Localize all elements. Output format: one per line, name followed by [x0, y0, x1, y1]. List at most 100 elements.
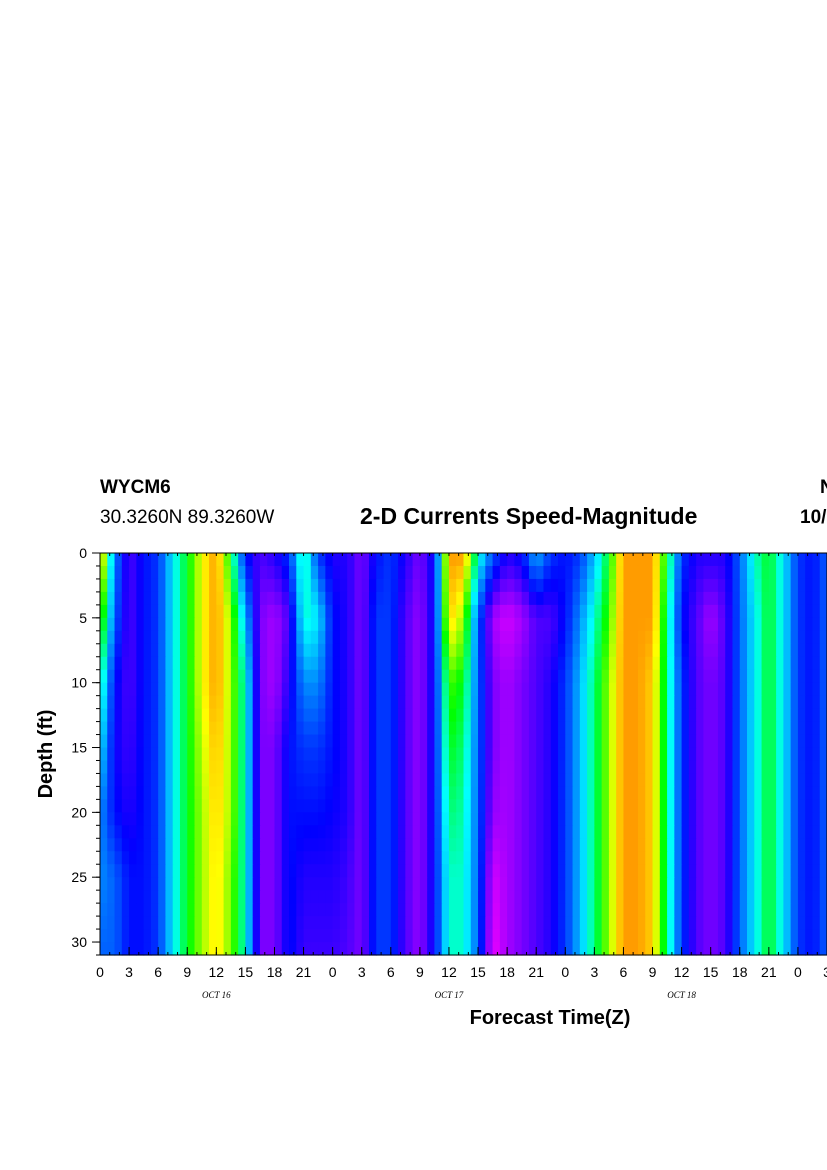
heatmap-cell	[368, 747, 377, 762]
heatmap-cell	[150, 553, 159, 567]
heatmap-cell	[310, 578, 319, 593]
heatmap-cell	[136, 877, 145, 891]
heatmap-cell	[427, 708, 436, 723]
heatmap-cell	[645, 786, 654, 800]
heatmap-cell	[565, 656, 574, 671]
heatmap-cell	[259, 617, 268, 632]
heatmap-cell	[267, 903, 276, 917]
heatmap-cell	[565, 721, 574, 736]
heatmap-cell	[347, 877, 356, 891]
heatmap-cell	[797, 773, 806, 788]
heatmap-cell	[434, 903, 443, 917]
heatmap-cell	[710, 643, 719, 658]
heatmap-cell	[390, 942, 399, 956]
heatmap-cell	[347, 682, 356, 697]
heatmap-cell	[368, 877, 377, 891]
heatmap-cell	[528, 864, 537, 878]
heatmap-cell	[201, 708, 210, 723]
heatmap-cell	[710, 812, 719, 826]
heatmap-cell	[150, 565, 159, 580]
heatmap-cell	[361, 604, 370, 619]
heatmap-cell	[710, 553, 719, 567]
y-tick-label: 10	[71, 675, 87, 691]
heatmap-cell	[783, 553, 792, 567]
heatmap-cell	[725, 942, 734, 956]
heatmap-cell	[318, 604, 326, 619]
heatmap-cell	[797, 838, 806, 852]
heatmap-cell	[383, 669, 392, 684]
heatmap-cell	[790, 682, 799, 697]
heatmap-cell	[747, 903, 755, 917]
heatmap-cell	[143, 916, 152, 930]
heatmap-cell	[630, 929, 639, 943]
heatmap-cell	[238, 773, 246, 788]
heatmap-cell	[667, 877, 675, 891]
heatmap-cell	[536, 825, 545, 839]
heatmap-cell	[747, 682, 755, 697]
heatmap-cell	[368, 591, 377, 606]
heatmap-cell	[100, 553, 108, 567]
heatmap-cell	[361, 838, 370, 852]
heatmap-cell	[688, 604, 697, 619]
heatmap-cell	[761, 565, 770, 580]
heatmap-cell	[383, 721, 392, 736]
heatmap-cell	[688, 864, 697, 878]
y-axis-label: Depth (ft)	[35, 710, 57, 799]
heatmap-cell	[318, 786, 326, 800]
heatmap-cell	[398, 773, 406, 788]
heatmap-cell	[543, 942, 552, 956]
heatmap-cell	[405, 565, 414, 580]
heatmap-cell	[572, 565, 581, 580]
heatmap-cell	[419, 734, 428, 749]
heatmap-cell	[696, 773, 705, 788]
heatmap-cell	[448, 825, 457, 839]
heatmap-cell	[514, 903, 523, 917]
heatmap-cell	[179, 643, 188, 658]
heatmap-cell	[579, 630, 588, 645]
heatmap-cell	[121, 656, 130, 671]
heatmap-cell	[601, 799, 610, 813]
heatmap-cell	[630, 877, 639, 891]
heatmap-cell	[587, 864, 595, 878]
heatmap-cell	[725, 669, 734, 684]
heatmap-cell	[681, 890, 690, 904]
heatmap-cell	[797, 799, 806, 813]
heatmap-cell	[747, 643, 755, 658]
heatmap-cell	[434, 682, 443, 697]
heatmap-cell	[659, 695, 668, 710]
heatmap-cell	[776, 864, 784, 878]
heatmap-cell	[158, 591, 167, 606]
heatmap-cell	[521, 903, 530, 917]
heatmap-cell	[187, 553, 196, 567]
heatmap-cell	[681, 604, 690, 619]
heatmap-cell	[470, 903, 479, 917]
x-tick-label: 3	[125, 964, 133, 980]
heatmap-cell	[470, 916, 479, 930]
heatmap-cell	[667, 630, 675, 645]
heatmap-cell	[608, 929, 617, 943]
heatmap-cell	[405, 553, 414, 567]
heatmap-cell	[485, 553, 494, 567]
heatmap-cell	[419, 578, 428, 593]
heatmap-cell	[339, 812, 348, 826]
heatmap-cell	[659, 825, 668, 839]
heatmap-cell	[594, 734, 603, 749]
heatmap-cell	[739, 747, 748, 762]
heatmap-cell	[645, 721, 654, 736]
heatmap-cell	[456, 565, 465, 580]
heatmap-cell	[318, 695, 326, 710]
heatmap-cell	[158, 669, 167, 684]
heatmap-cell	[637, 877, 646, 891]
heatmap-cell	[754, 695, 763, 710]
heatmap-cell	[259, 890, 268, 904]
heatmap-cell	[688, 825, 697, 839]
heatmap-cell	[274, 916, 283, 930]
heatmap-cell	[230, 565, 239, 580]
heatmap-cell	[776, 851, 784, 865]
heatmap-cell	[739, 695, 748, 710]
heatmap-cell	[768, 591, 777, 606]
heatmap-cell	[688, 630, 697, 645]
heatmap-cell	[790, 747, 799, 762]
heatmap-cell	[514, 747, 523, 762]
heatmap-cell	[761, 799, 770, 813]
